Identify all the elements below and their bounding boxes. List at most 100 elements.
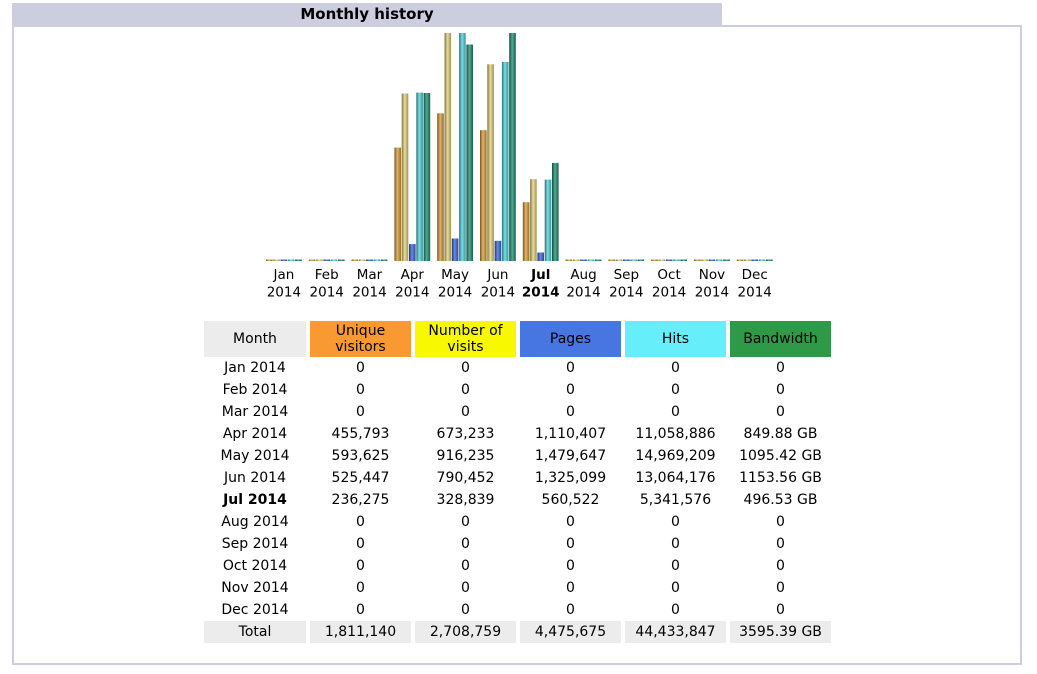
x-tick-month-label: Jan: [272, 267, 294, 283]
bandwidth-cell: 0: [776, 382, 785, 398]
bar-unique_visitors-7: [565, 259, 573, 261]
bar-bandwidth_gb-4: [466, 44, 473, 261]
section-title: Monthly history: [12, 3, 722, 25]
bar-visits-5: [487, 64, 494, 261]
header-bandwidth: Bandwidth: [730, 321, 831, 357]
month-cell: Aug 2014: [221, 514, 289, 530]
bar-hits-0: [287, 259, 295, 261]
unique-visitors-cell: 0: [356, 602, 365, 618]
pages-cell: 1,325,099: [534, 470, 607, 486]
bar-unique_visitors-5: [480, 130, 487, 261]
month-cell: Apr 2014: [222, 426, 288, 442]
unique-visitors-cell: 0: [356, 580, 365, 596]
x-tick-month-label: Aug: [570, 267, 596, 283]
bar-unique_visitors-10: [694, 259, 701, 261]
bandwidth-cell: 0: [776, 514, 785, 530]
x-tick-month-label: Apr: [401, 267, 425, 283]
x-tick-year-label: 2014: [481, 285, 515, 301]
hits-cell: 0: [671, 558, 680, 574]
bar-visits-8: [615, 259, 623, 261]
x-tick-year-label: 2014: [652, 285, 686, 301]
bar-visits-9: [658, 259, 666, 261]
bar-visits-7: [572, 259, 580, 261]
bar-hits-11: [758, 259, 766, 261]
month-cell: Dec 2014: [221, 602, 289, 618]
unique-visitors-cell: 0: [356, 514, 365, 530]
pages-cell: 0: [566, 536, 575, 552]
visits-cell: 0: [461, 514, 470, 530]
table-row: May 2014 593,625 916,235 1,479,647 14,969,20…: [204, 445, 831, 467]
unique-visitors-cell: 0: [356, 404, 365, 420]
unique-visitors-cell: 0: [356, 558, 365, 574]
bar-pages-8: [623, 259, 630, 261]
bar-unique_visitors-6: [522, 202, 530, 261]
bar-pages-9: [665, 259, 673, 261]
month-cell: Feb 2014: [222, 382, 288, 398]
hits-cell: 0: [671, 360, 680, 376]
bar-hits-5: [501, 62, 509, 261]
pages-cell: 0: [566, 360, 575, 376]
unique-visitors-cell: 525,447: [331, 470, 390, 486]
bar-hits-9: [673, 259, 680, 261]
bandwidth-cell: 0: [776, 602, 785, 618]
table-row: Nov 2014 0 0 0 0 0: [204, 577, 831, 599]
bar-hits-6: [544, 179, 552, 261]
bandwidth-cell: 1153.56 GB: [739, 470, 822, 486]
bar-unique_visitors-2: [351, 259, 359, 261]
bar-bandwidth_gb-2: [380, 259, 388, 261]
x-tick-month-label: Feb: [315, 267, 339, 283]
total-pages: 4,475,675: [520, 621, 621, 643]
table-row: Feb 2014 0 0 0 0 0: [204, 379, 831, 401]
month-cell: Sep 2014: [221, 536, 289, 552]
bandwidth-cell: 849.88 GB: [743, 426, 818, 442]
hits-cell: 0: [671, 382, 680, 398]
bar-visits-0: [273, 259, 280, 261]
hits-cell: 0: [671, 602, 680, 618]
bar-pages-3: [409, 244, 416, 261]
bar-pages-5: [494, 240, 502, 261]
bar-bandwidth_gb-3: [423, 93, 431, 261]
table-row: Sep 2014 0 0 0 0 0: [204, 533, 831, 555]
total-hits: 44,433,847: [625, 621, 726, 643]
bar-unique_visitors-9: [651, 259, 658, 261]
bar-bandwidth_gb-10: [723, 259, 730, 261]
x-tick-year-label: 2014: [566, 285, 600, 301]
visits-cell: 0: [461, 602, 470, 618]
bandwidth-cell: 496.53 GB: [743, 492, 818, 508]
bar-visits-6: [530, 179, 537, 261]
bar-pages-10: [708, 259, 716, 261]
table-row: Jul 2014 236,275 328,839 560,522 5,341,576 49…: [204, 489, 831, 511]
table-header-row: Month Unique visitors Number of visits P…: [204, 321, 831, 357]
bar-bandwidth_gb-5: [509, 33, 516, 261]
bar-bandwidth_gb-0: [295, 259, 302, 261]
unique-visitors-cell: 0: [356, 360, 365, 376]
total-bandwidth: 3595.39 GB: [730, 621, 831, 643]
bar-bandwidth_gb-1: [338, 259, 345, 261]
hits-cell: 0: [671, 514, 680, 530]
bar-hits-1: [330, 259, 338, 261]
unique-visitors-cell: 455,793: [331, 426, 390, 442]
total-label: Total: [204, 621, 306, 643]
bar-hits-2: [373, 259, 381, 261]
bar-pages-4: [451, 238, 459, 261]
bar-pages-0: [280, 259, 288, 261]
bandwidth-cell: 0: [776, 580, 785, 596]
bar-bandwidth_gb-9: [680, 259, 687, 261]
x-tick-year-label: 2014: [738, 285, 772, 301]
x-tick-year-label: 2014: [352, 285, 386, 301]
pages-cell: 0: [566, 382, 575, 398]
x-tick-month-label: May: [441, 267, 469, 283]
bar-unique_visitors-4: [437, 113, 444, 261]
bar-pages-1: [323, 259, 330, 261]
table-row: Apr 2014 455,793 673,233 1,110,407 11,058,88…: [204, 423, 831, 445]
x-tick-year-label: 2014: [438, 285, 472, 301]
bandwidth-cell: 1095.42 GB: [739, 448, 822, 464]
monthly-history-panel: Jan 2014 Feb 2014 Mar 2014 Apr 2014 May 2014 Jun 20…: [12, 25, 1022, 665]
bar-hits-3: [416, 92, 423, 261]
pages-cell: 0: [566, 602, 575, 618]
bar-unique_visitors-3: [394, 147, 401, 261]
x-tick-year-label: 2014: [310, 285, 344, 301]
table-row: Jan 2014 0 0 0 0 0: [204, 357, 831, 379]
x-tick-year-label: 2014: [695, 285, 729, 301]
table-row: Jun 2014 525,447 790,452 1,325,099 13,064,17…: [204, 467, 831, 489]
